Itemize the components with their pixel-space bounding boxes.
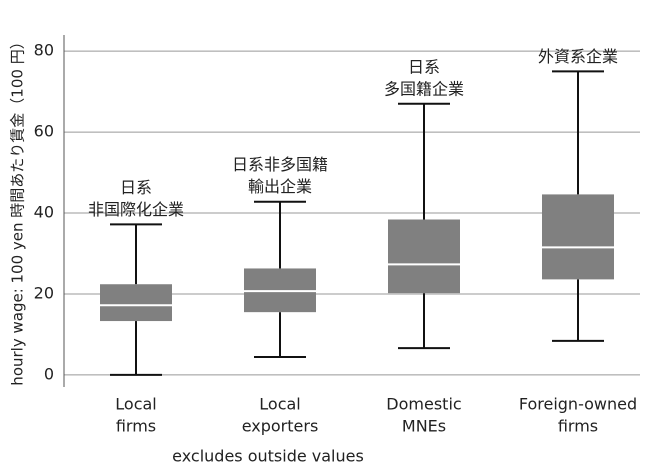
x-tick-label: firms xyxy=(116,417,156,436)
x-tick-label: Foreign-owned xyxy=(519,395,637,414)
x-tick-label: Local xyxy=(115,395,156,414)
annotation: 非国際化企業 xyxy=(88,200,184,219)
y-tick-label: 60 xyxy=(34,122,54,141)
annotation: 日系 xyxy=(408,57,440,76)
annotation: 日系非多国籍 xyxy=(232,155,328,174)
annotation: 日系 xyxy=(120,178,152,197)
annotation: 輸出企業 xyxy=(248,177,312,196)
y-tick-label: 40 xyxy=(34,203,54,222)
annotation: 外資系企業 xyxy=(538,47,618,66)
x-tick-label: MNEs xyxy=(402,417,446,436)
box xyxy=(542,194,614,280)
x-tick-label: Domestic xyxy=(386,395,461,414)
x-tick-label: Local xyxy=(259,395,300,414)
annotation: 多国籍企業 xyxy=(384,79,464,98)
x-axis-label: excludes outside values xyxy=(172,447,364,466)
x-tick-label: firms xyxy=(558,417,598,436)
y-tick-label: 0 xyxy=(44,364,54,383)
box xyxy=(100,284,172,322)
y-axis-label: hourly wage: 100 yen 時間あたり賃金（100 円） xyxy=(9,34,27,385)
x-tick-label: exporters xyxy=(242,417,319,436)
box xyxy=(388,219,460,294)
y-tick-label: 20 xyxy=(34,283,54,302)
y-tick-label: 80 xyxy=(34,41,54,60)
